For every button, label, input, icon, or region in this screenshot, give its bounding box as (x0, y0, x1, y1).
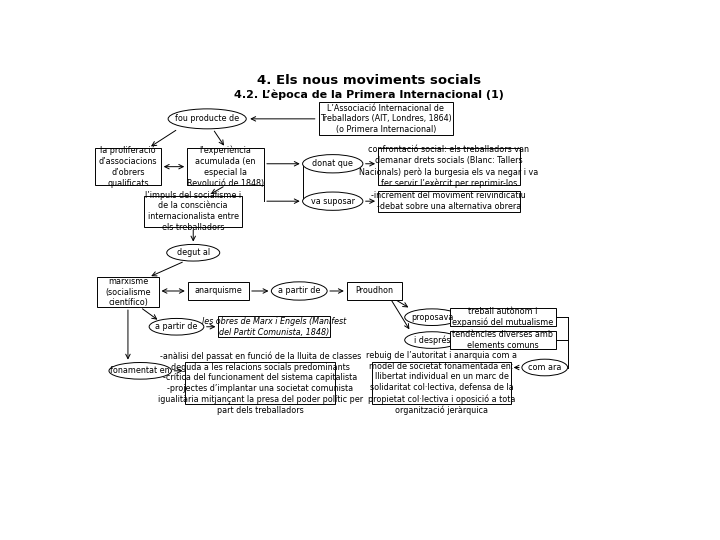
FancyBboxPatch shape (188, 282, 249, 300)
Text: va suposar: va suposar (311, 197, 355, 206)
Text: les obres de Marx i Engels (Manifest
del Partit Comunista, 1848): les obres de Marx i Engels (Manifest del… (202, 317, 346, 336)
Text: rebuig de l’autoritat i anarquia com a
model de societat fonamentada en:
llibert: rebuig de l’autoritat i anarquia com a m… (366, 351, 517, 415)
FancyBboxPatch shape (450, 331, 556, 349)
FancyBboxPatch shape (450, 308, 556, 326)
Ellipse shape (149, 319, 204, 335)
Ellipse shape (167, 245, 220, 261)
Text: L’Associació Internacional de
Treballadors (AIT, Londres, 1864)
(o Primera Inter: L’Associació Internacional de Treballado… (320, 104, 451, 134)
Ellipse shape (168, 109, 246, 129)
Text: 4.2. L’època de la Primera Internacional (1): 4.2. L’època de la Primera Internacional… (234, 90, 504, 100)
Ellipse shape (405, 332, 459, 348)
Text: proposava: proposava (411, 313, 454, 322)
Text: i després: i després (414, 335, 450, 345)
Ellipse shape (405, 309, 459, 326)
Ellipse shape (271, 282, 327, 300)
Text: anarquisme: anarquisme (194, 287, 242, 295)
Ellipse shape (302, 154, 363, 173)
Ellipse shape (522, 359, 567, 376)
Text: com ara: com ara (528, 363, 562, 372)
Text: confrontació social: els treballadors van
demanar drets socials (Blanc: Tallers
: confrontació social: els treballadors va… (359, 145, 539, 188)
Ellipse shape (109, 362, 171, 379)
Text: marxisme
(socialisme
científico): marxisme (socialisme científico) (105, 277, 150, 307)
Text: Proudhon: Proudhon (356, 287, 394, 295)
FancyBboxPatch shape (145, 195, 242, 227)
Text: 4. Els nous moviments socials: 4. Els nous moviments socials (257, 74, 481, 87)
Text: a partir de: a partir de (156, 322, 198, 331)
Ellipse shape (302, 192, 363, 210)
Text: l’experiència
acumulada (en
especial la
Revolució de 1848): l’experiència acumulada (en especial la … (187, 146, 264, 187)
Text: treball autònom i
expansió del mutualisme: treball autònom i expansió del mutualism… (452, 307, 554, 327)
FancyBboxPatch shape (187, 148, 264, 185)
Text: fou producte de: fou producte de (175, 114, 239, 123)
Text: la proliferació
d’associacions
d’obrers
qualificats: la proliferació d’associacions d’obrers … (99, 146, 157, 187)
Text: degut al: degut al (176, 248, 210, 257)
Text: a partir de: a partir de (278, 287, 320, 295)
FancyBboxPatch shape (186, 362, 335, 404)
FancyBboxPatch shape (319, 102, 453, 136)
FancyBboxPatch shape (95, 148, 161, 185)
Text: -anàlisi del passat en funció de la lluita de classes
deguda a les relacions soc: -anàlisi del passat en funció de la llui… (158, 351, 363, 415)
Text: -increment del moviment reivindicatiu
-debat sobre una alternativa obrera: -increment del moviment reivindicatiu -d… (372, 191, 526, 211)
FancyBboxPatch shape (378, 191, 520, 212)
Text: fonamentat en: fonamentat en (110, 366, 170, 375)
FancyBboxPatch shape (347, 282, 402, 300)
FancyBboxPatch shape (218, 316, 330, 337)
FancyBboxPatch shape (372, 362, 510, 404)
FancyBboxPatch shape (97, 277, 158, 307)
FancyBboxPatch shape (378, 148, 520, 185)
Text: tendències diverses amb
elements comuns: tendències diverses amb elements comuns (452, 330, 554, 350)
Text: l’impuls del socialisme i
de la consciència
internacionalista entre
els treballa: l’impuls del socialisme i de la conscièn… (145, 191, 241, 232)
Text: donat que: donat que (312, 159, 354, 168)
